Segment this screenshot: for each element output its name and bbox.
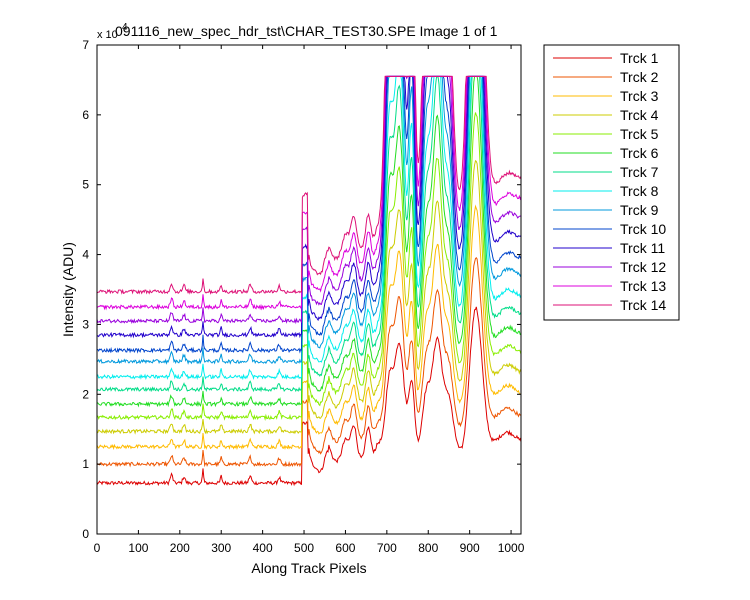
series-line-trck-7 [96,75,522,393]
x-tick-label: 200 [170,541,190,555]
legend-label: Trck 14 [620,297,666,313]
plot-frame [96,44,522,535]
x-tick-label: 1000 [498,541,525,555]
y-tick-label: 3 [82,317,89,331]
y-tick-label: 1 [82,457,89,471]
legend-label: Trck 4 [620,107,659,123]
x-tick-label: 800 [418,541,438,555]
legend-label: Trck 3 [620,88,659,104]
series-line-trck-9 [96,75,522,365]
series-line-trck-1 [96,306,522,487]
y-tick-label: 0 [82,527,89,541]
legend-label: Trck 10 [620,221,666,237]
y-tick-label: 4 [82,248,89,262]
x-tick-label: 600 [335,541,355,555]
legend-label: Trck 9 [620,202,659,218]
series-line-trck-14 [96,75,522,295]
legend-label: Trck 11 [620,240,665,256]
y-axis-label: Intensity (ADU) [60,242,76,337]
series-line-trck-6 [96,75,522,408]
legend-label: Trck 12 [620,259,666,275]
series-line-trck-10 [97,75,522,354]
legend: Trck 1 Trck 2 Trck 3 Trck 4 Trck 5 Trck 6 Trck… [543,44,680,321]
legend-label: Trck 7 [620,164,659,180]
x-tick-label: 900 [460,541,480,555]
y-tick-label: 5 [82,178,89,192]
series-line-trck-3 [96,204,522,451]
x-axis-label: Along Track Pixels [251,560,366,576]
legend-label: Trck 5 [620,126,659,142]
ticks-layer: 0 100 200 300 400 500 600 700 800 900 1000 0 1 2 3 4 5 6 7 [82,38,524,555]
y-tick-label: 6 [82,108,89,122]
legend-box [543,44,680,321]
data-layer [96,75,522,487]
x-tick-label: 500 [294,541,314,555]
x-tick-label: 700 [377,541,397,555]
series-line-trck-12 [96,75,522,325]
legend-label: Trck 13 [620,278,666,294]
series-line-trck-2 [96,257,522,468]
x-tick-label: 100 [128,541,148,555]
legend-label: Trck 6 [620,145,659,161]
x-tick-label: 0 [94,541,101,555]
legend-label: Trck 1 [620,50,659,66]
x-tick-label: 300 [211,541,231,555]
series-line-trck-11 [96,75,522,339]
legend-label: Trck 2 [620,69,659,85]
y-exponent-value: 4 [122,22,128,33]
series-line-trck-8 [96,75,522,381]
chart-title: 091116_new_spec_hdr_tst\CHAR_TEST30.SPE … [115,23,498,39]
y-exponent-label: x 10 [97,29,118,41]
legend-label: Trck 8 [620,183,659,199]
y-tick-label: 2 [82,387,89,401]
x-tick-label: 400 [253,541,273,555]
y-tick-label: 7 [82,38,89,52]
series-line-trck-4 [96,159,522,435]
series-line-trck-5 [96,112,522,421]
